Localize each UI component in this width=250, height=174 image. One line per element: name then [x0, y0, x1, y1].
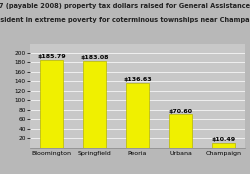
Text: 2007 (payable 2008) property tax dollars raised for General Assistance per: 2007 (payable 2008) property tax dollars… [0, 3, 250, 9]
Bar [212, 143, 235, 148]
Bar [40, 60, 63, 148]
Bar [83, 61, 106, 148]
Text: resident in extreme poverty for coterminous townships near Champaign: resident in extreme poverty for cotermin… [0, 17, 250, 23]
Text: $185.79: $185.79 [37, 54, 66, 59]
Text: $136.63: $136.63 [123, 77, 152, 82]
Text: $10.49: $10.49 [212, 137, 236, 142]
Text: $183.08: $183.08 [80, 55, 109, 60]
Text: $70.60: $70.60 [168, 109, 192, 114]
Bar [126, 83, 149, 148]
Bar [169, 114, 192, 148]
